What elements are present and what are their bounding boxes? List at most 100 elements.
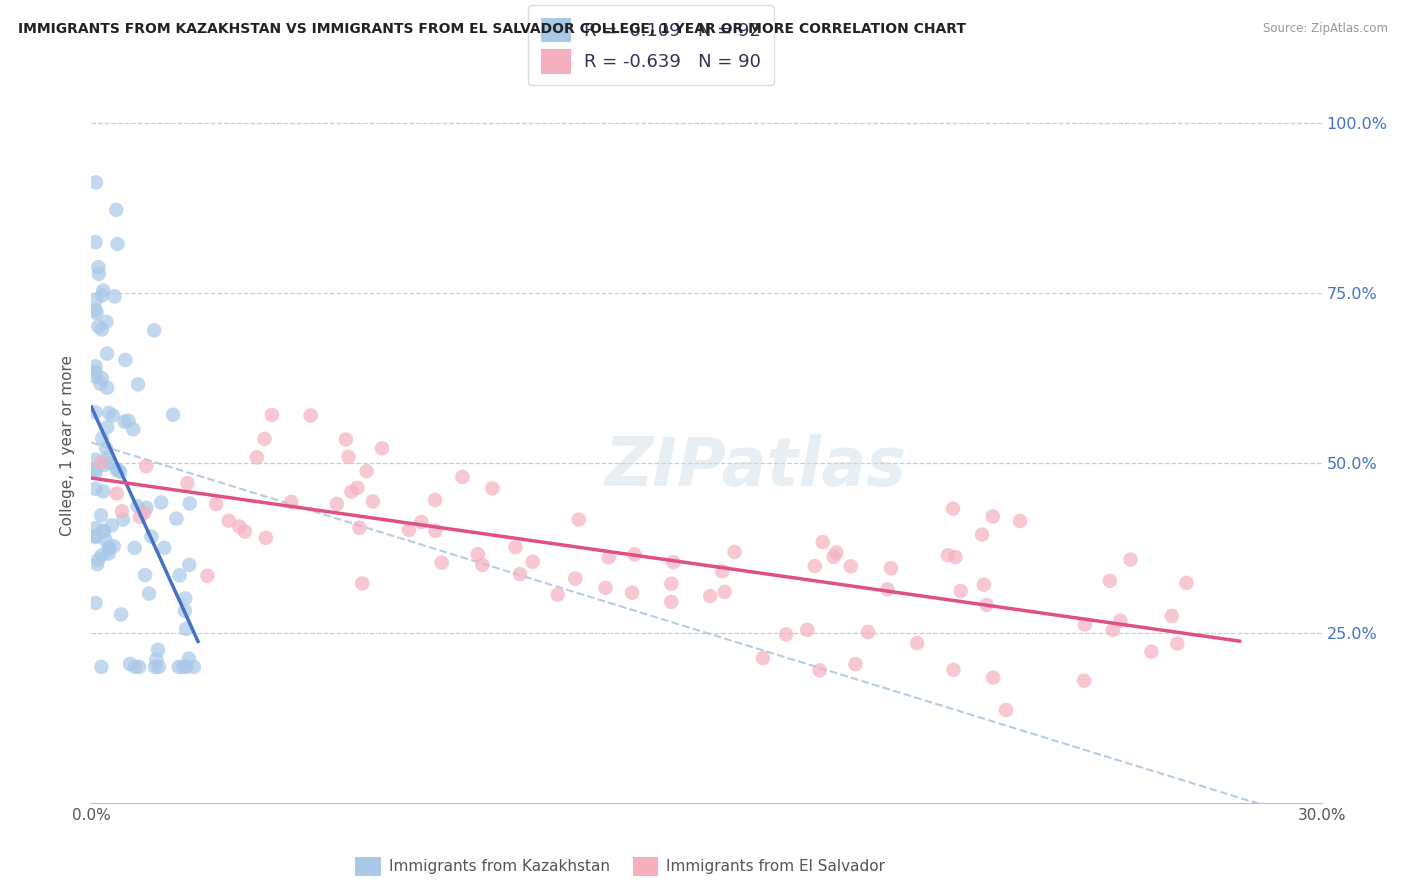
Point (752, 651, 775, 665)
Point (84, 452, 107, 467)
Point (114, 415, 136, 429)
Point (84, 176, 107, 190)
Point (218, 514, 240, 528)
Point (280, 495, 302, 509)
Point (595, 581, 617, 595)
Point (108, 465, 131, 479)
Point (481, 482, 503, 496)
Point (174, 622, 197, 636)
Point (84, 235, 107, 249)
Point (84, 303, 107, 318)
Point (169, 568, 191, 582)
Point (97, 541, 120, 556)
Point (564, 572, 586, 586)
Point (96, 346, 118, 360)
Point (1160, 608, 1182, 623)
Point (844, 657, 866, 672)
Point (411, 515, 433, 529)
Point (505, 540, 527, 554)
Point (86, 306, 108, 320)
Point (135, 500, 157, 515)
Point (522, 555, 544, 569)
Point (148, 660, 170, 674)
Point (179, 558, 201, 572)
Point (124, 660, 146, 674)
Point (114, 352, 136, 367)
Point (128, 660, 150, 674)
Point (87, 552, 110, 566)
Point (467, 547, 489, 561)
Point (96, 381, 118, 395)
Point (823, 549, 845, 564)
Point (970, 527, 993, 541)
Point (84, 530, 107, 544)
Point (90, 455, 112, 469)
Point (856, 625, 879, 640)
Point (134, 506, 156, 520)
Point (84, 596, 107, 610)
Point (228, 519, 250, 533)
Point (145, 652, 167, 666)
Point (1098, 574, 1121, 588)
Point (101, 409, 124, 423)
Point (346, 481, 368, 495)
Point (96, 420, 118, 434)
Point (172, 660, 194, 674)
Point (93, 458, 115, 472)
Point (981, 671, 1004, 685)
Point (949, 584, 972, 599)
Point (122, 422, 145, 436)
Point (84, 521, 107, 535)
Point (340, 484, 363, 499)
Point (84, 466, 107, 480)
Point (335, 433, 357, 447)
Point (451, 470, 474, 484)
Point (84, 365, 107, 379)
Point (568, 513, 591, 527)
Y-axis label: College, 1 year or more: College, 1 year or more (60, 356, 76, 536)
Point (775, 627, 797, 641)
Point (104, 289, 127, 303)
Point (117, 414, 139, 428)
Point (936, 549, 959, 563)
Point (326, 497, 349, 511)
Point (129, 510, 152, 524)
Point (174, 591, 197, 606)
Point (260, 408, 283, 422)
Point (89, 376, 111, 391)
Point (96, 450, 118, 465)
Point (90, 549, 112, 563)
Point (1175, 575, 1198, 590)
Point (111, 504, 134, 518)
Point (253, 432, 276, 446)
Point (84, 293, 107, 307)
Point (621, 585, 644, 599)
Point (361, 494, 384, 508)
Point (96, 315, 118, 329)
Point (661, 576, 683, 591)
Point (134, 568, 156, 582)
Point (973, 577, 995, 591)
Point (91, 524, 114, 538)
Point (995, 703, 1018, 717)
Point (91, 431, 114, 445)
Point (723, 545, 745, 559)
Point (177, 651, 200, 665)
Point (183, 660, 205, 674)
Text: Source: ZipAtlas.com: Source: ZipAtlas.com (1263, 22, 1388, 36)
Point (107, 463, 129, 477)
Point (796, 623, 818, 637)
Point (94, 441, 117, 455)
Point (233, 524, 256, 539)
Point (165, 511, 187, 525)
Point (153, 541, 176, 555)
Point (205, 497, 228, 511)
Point (93, 524, 115, 539)
Point (804, 559, 827, 574)
Point (623, 548, 645, 562)
Point (105, 463, 128, 477)
Point (179, 496, 201, 510)
Point (84, 482, 107, 496)
Point (143, 323, 166, 337)
Point (138, 586, 160, 600)
